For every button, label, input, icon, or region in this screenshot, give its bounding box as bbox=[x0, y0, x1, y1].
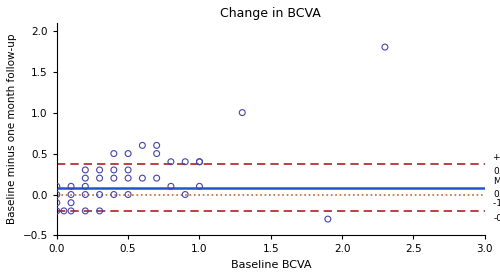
Point bbox=[110, 168, 118, 172]
Text: +1.96 SD: +1.96 SD bbox=[494, 153, 500, 162]
Point bbox=[53, 201, 61, 205]
Text: 0.08: 0.08 bbox=[494, 190, 500, 199]
Point bbox=[381, 45, 389, 49]
Point bbox=[196, 160, 203, 164]
Point bbox=[60, 209, 68, 213]
Point bbox=[152, 151, 160, 156]
Point bbox=[238, 111, 246, 115]
Point bbox=[124, 176, 132, 180]
Point bbox=[138, 143, 146, 148]
Point bbox=[324, 217, 332, 221]
Point bbox=[110, 192, 118, 197]
Point bbox=[67, 184, 75, 189]
Point bbox=[82, 168, 90, 172]
Point bbox=[152, 143, 160, 148]
Point bbox=[67, 192, 75, 197]
Point bbox=[67, 201, 75, 205]
Title: Change in BCVA: Change in BCVA bbox=[220, 7, 321, 20]
Point bbox=[167, 160, 175, 164]
Point bbox=[96, 176, 104, 180]
Point bbox=[82, 176, 90, 180]
Point bbox=[53, 184, 61, 189]
Point bbox=[196, 184, 203, 189]
Text: Mean: Mean bbox=[494, 176, 500, 186]
Point bbox=[110, 176, 118, 180]
Point bbox=[82, 184, 90, 189]
Point bbox=[124, 192, 132, 197]
Point bbox=[167, 184, 175, 189]
Text: -0.20: -0.20 bbox=[494, 214, 500, 223]
Point bbox=[138, 176, 146, 180]
Point bbox=[96, 209, 104, 213]
Point bbox=[82, 192, 90, 197]
Point bbox=[67, 209, 75, 213]
Y-axis label: Baseline minus one month follow-up: Baseline minus one month follow-up bbox=[7, 34, 17, 224]
Point bbox=[181, 192, 189, 197]
Point bbox=[96, 192, 104, 197]
Point bbox=[152, 176, 160, 180]
Point bbox=[196, 160, 203, 164]
Point bbox=[82, 209, 90, 213]
Point bbox=[110, 151, 118, 156]
Text: -1.96 SD: -1.96 SD bbox=[494, 199, 500, 208]
Point bbox=[124, 151, 132, 156]
Point bbox=[181, 160, 189, 164]
Text: 0.37: 0.37 bbox=[494, 168, 500, 176]
Point bbox=[124, 168, 132, 172]
Point bbox=[53, 192, 61, 197]
Point bbox=[96, 168, 104, 172]
X-axis label: Baseline BCVA: Baseline BCVA bbox=[230, 260, 311, 270]
Point bbox=[53, 209, 61, 213]
